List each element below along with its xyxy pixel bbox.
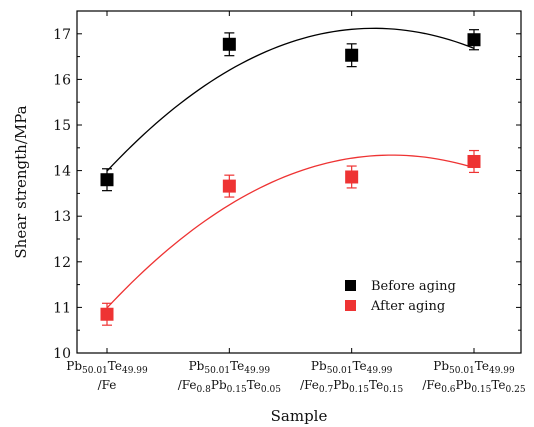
legend: Before aging After aging xyxy=(345,279,456,314)
legend-marker xyxy=(345,280,356,291)
y-axis-title: Shear strength/MPa xyxy=(12,105,30,258)
y-tick-label: 14 xyxy=(53,164,71,180)
data-point xyxy=(345,170,359,184)
fit-curve xyxy=(106,27,475,172)
legend-label: After aging xyxy=(370,299,445,314)
y-tick-label: 13 xyxy=(53,209,71,225)
x-tick-label: Pb50.01Te49.99 xyxy=(66,359,148,376)
y-tick-label: 12 xyxy=(53,255,71,271)
x-tick-label: Pb50.01Te49.99 xyxy=(311,359,393,376)
plot-frame xyxy=(76,10,522,354)
y-tick-label: 10 xyxy=(53,346,71,362)
legend-marker xyxy=(345,300,356,311)
x-axis-title: Sample xyxy=(271,407,328,425)
x-tick-label: Pb50.01Te49.99 xyxy=(433,359,515,376)
data-point xyxy=(100,173,114,187)
fit-curve xyxy=(106,154,475,309)
data-point xyxy=(222,179,236,193)
series-0 xyxy=(100,27,481,192)
legend-label: Before aging xyxy=(371,279,456,294)
x-tick-label: /Fe0.7Pb0.15Te0.15 xyxy=(300,378,403,395)
y-tick-label: 15 xyxy=(53,118,71,134)
data-point xyxy=(222,37,236,51)
x-tick-label: /Fe0.8Pb0.15Te0.05 xyxy=(178,378,281,395)
data-point xyxy=(467,154,481,168)
data-point xyxy=(345,48,359,62)
series-1 xyxy=(100,149,481,326)
data-point xyxy=(100,307,114,321)
y-tick-label: 11 xyxy=(53,300,71,316)
x-tick-label: /Fe xyxy=(98,378,117,392)
x-tick-label: Pb50.01Te49.99 xyxy=(189,359,271,376)
y-tick-label: 16 xyxy=(53,72,71,88)
x-tick-label: /Fe0.6Pb0.15Te0.25 xyxy=(422,378,525,395)
y-tick-label: 17 xyxy=(53,27,71,43)
data-point xyxy=(467,33,481,47)
